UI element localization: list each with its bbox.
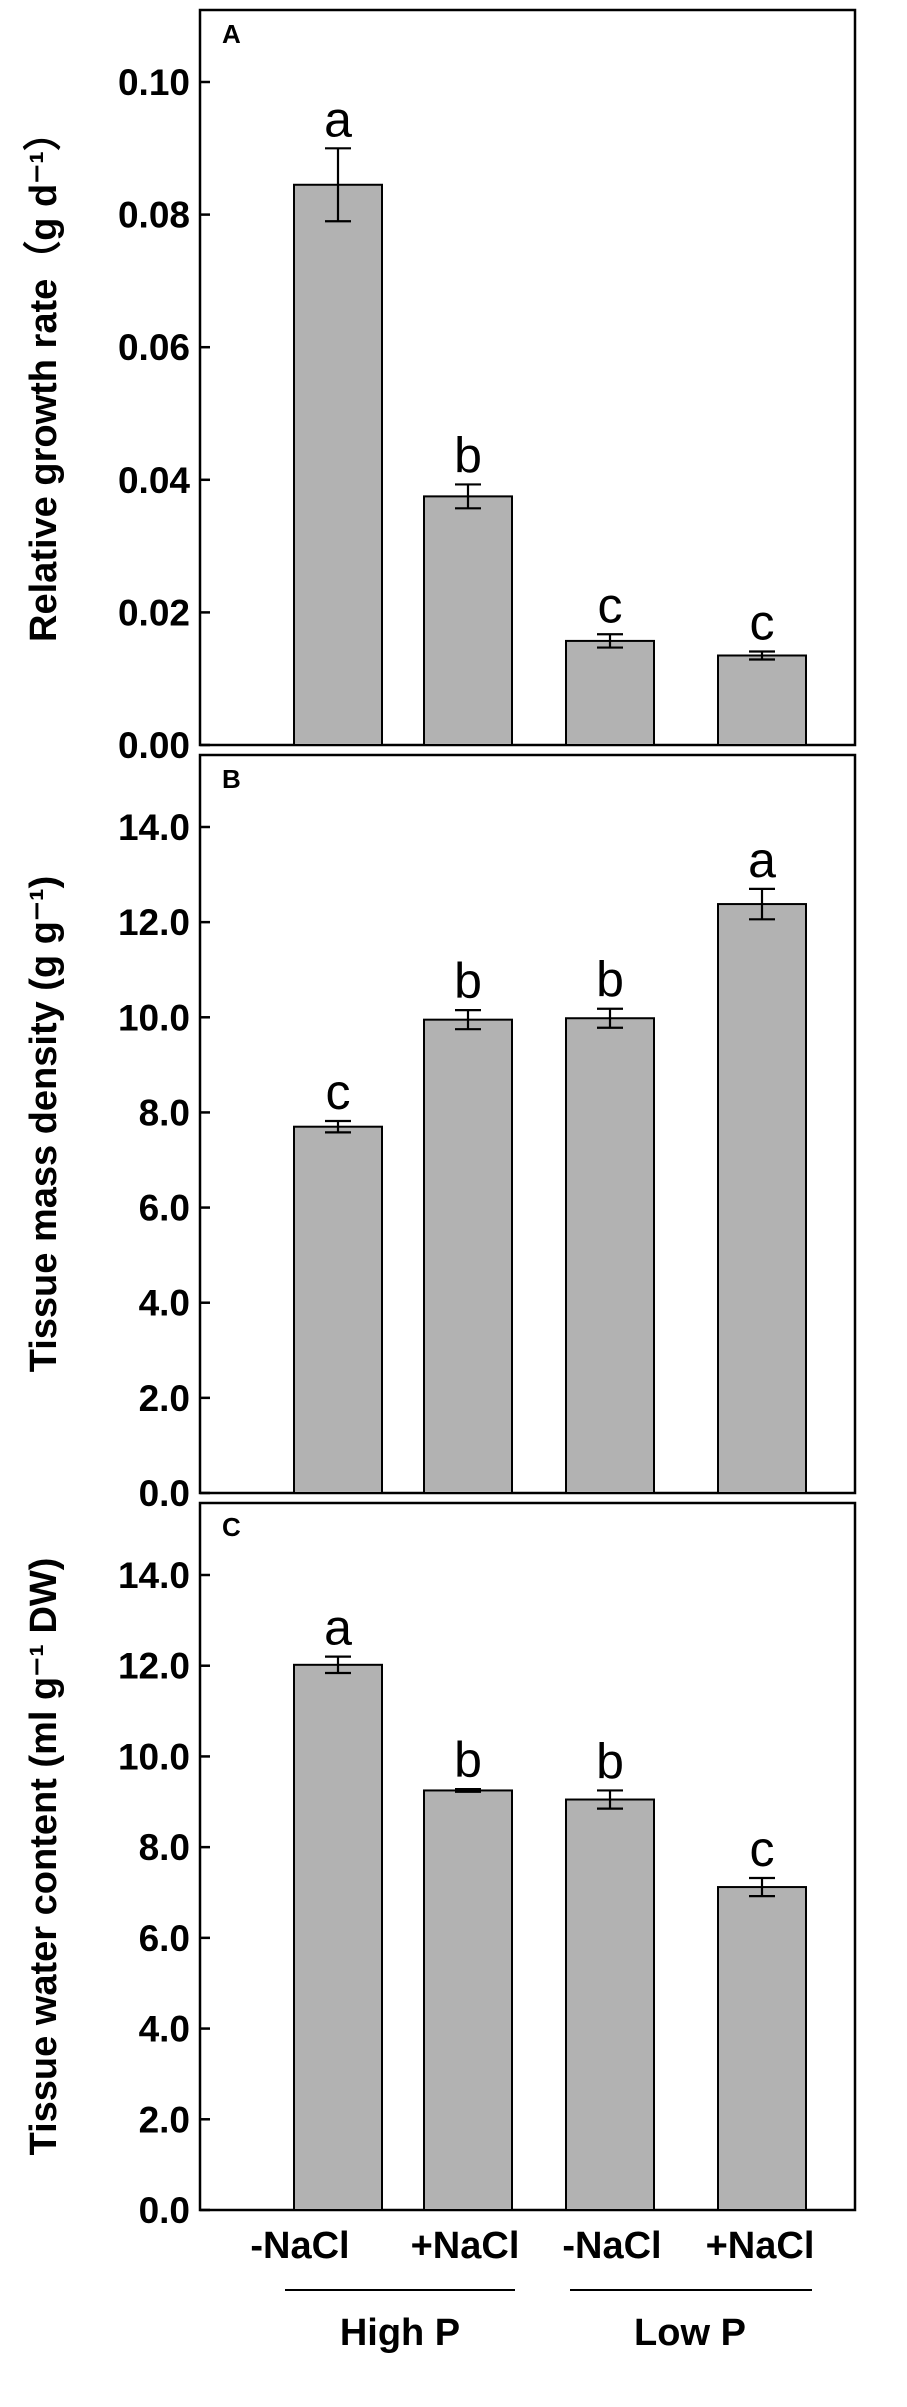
panel-c: C 0.0 2.0 4.0 6.0 8.0 10.0 12.0 14.0 Tissue water…: [23, 1501, 857, 2231]
panels: A 0.00 0.02 0.04 0.06 0.08 0.10 Relative growth…: [23, 8, 857, 2231]
y-tick-label: 0.02: [118, 592, 190, 633]
significance-letter: c: [750, 595, 775, 651]
bar: [293, 183, 383, 746]
category-label-2: +NaCl: [411, 2225, 520, 2267]
group-label-low-p: Low P: [634, 2312, 746, 2354]
panel-label: B: [222, 764, 241, 794]
bar: [565, 1017, 655, 1494]
panel-label: A: [222, 19, 241, 49]
bar: [565, 639, 655, 746]
y-tick-label: 0.0: [139, 2190, 190, 2231]
plot-frame: [198, 753, 857, 1495]
y-tick-label: 0.04: [118, 460, 190, 501]
bar: [423, 1789, 513, 2211]
y-tick-label: 12.0: [118, 902, 190, 943]
y-axis-title: Tissue mass density (g g⁻¹): [23, 876, 65, 1373]
y-axis-title: Relative growth rate（g d⁻¹）: [23, 113, 65, 642]
significance-letter: a: [324, 1600, 352, 1656]
category-label-4: +NaCl: [706, 2225, 815, 2267]
panel-b: B 0.0 2.0 4.0 6.0 8.0 10.0 12.0 14.0 Tissue mass …: [23, 753, 857, 1514]
y-tick-label: 0.06: [118, 327, 190, 368]
y-tick-label: 8.0: [139, 1827, 190, 1868]
significance-letter: c: [326, 1064, 351, 1120]
plot-frame: [198, 8, 857, 747]
y-tick-label: 0.08: [118, 195, 190, 236]
bar: [565, 1798, 655, 2211]
bar: [717, 903, 807, 1494]
group-label-high-p: High P: [340, 2312, 460, 2354]
significance-letter: c: [598, 577, 623, 633]
significance-letter: b: [454, 427, 482, 483]
bar: [293, 1663, 383, 2211]
y-tick-label: 0.10: [118, 62, 190, 103]
y-tick-label: 4.0: [139, 1283, 190, 1324]
bar: [717, 1886, 807, 2211]
x-axis-labels: -NaCl +NaCl -NaCl +NaCl High P Low P: [250, 2225, 814, 2354]
y-tick-label: 6.0: [139, 1918, 190, 1959]
bar: [717, 654, 807, 746]
y-tick-label: 10.0: [118, 1736, 190, 1777]
bar: [423, 495, 513, 746]
y-tick-label: 0.0: [139, 1473, 190, 1514]
category-label-3: -NaCl: [562, 2225, 661, 2267]
y-tick-label: 14.0: [118, 807, 190, 848]
y-axis-title: Tissue water content (ml g⁻¹ DW): [23, 1558, 65, 2156]
y-tick-label: 14.0: [118, 1555, 190, 1596]
y-tick-label: 2.0: [139, 1378, 190, 1419]
category-label-1: -NaCl: [250, 2225, 349, 2267]
significance-letter: c: [750, 1821, 775, 1877]
y-tick-label: 2.0: [139, 2099, 190, 2140]
significance-letter: b: [454, 1732, 482, 1788]
y-tick-label: 8.0: [139, 1092, 190, 1133]
bar: [423, 1018, 513, 1495]
significance-letter: a: [324, 91, 352, 147]
bar: [293, 1125, 383, 1494]
significance-letter: b: [596, 952, 624, 1008]
panel-label: C: [222, 1512, 241, 1542]
y-tick-label: 6.0: [139, 1188, 190, 1229]
significance-letter: b: [454, 953, 482, 1009]
plot-frame: [198, 1501, 857, 2212]
significance-letter: a: [748, 832, 776, 888]
y-tick-label: 10.0: [118, 997, 190, 1038]
y-tick-label: 0.00: [118, 725, 190, 766]
significance-letter: b: [596, 1733, 624, 1789]
panel-a: A 0.00 0.02 0.04 0.06 0.08 0.10 Relative growth…: [23, 8, 857, 766]
y-tick-label: 12.0: [118, 1646, 190, 1687]
y-tick-label: 4.0: [139, 2009, 190, 2050]
